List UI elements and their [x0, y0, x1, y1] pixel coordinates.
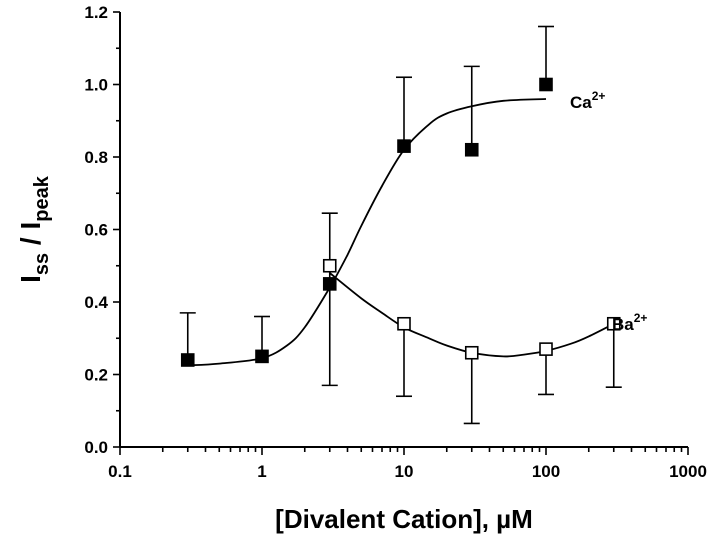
data-point-ca [397, 139, 411, 153]
data-points [180, 77, 621, 367]
data-point-ba [397, 316, 411, 331]
data-point-ba [606, 316, 621, 331]
error-bars [179, 25, 622, 425]
y-axis-title-sub2: peak [31, 175, 53, 221]
y-tick-label: 1.0 [84, 76, 108, 95]
series-label-ba: Ba2+ [612, 311, 647, 334]
y-axis-title-main1: I [15, 275, 46, 283]
data-point-ca [255, 349, 269, 364]
x-tick-label: 0.1 [108, 462, 132, 481]
fit-curve-ba [329, 272, 615, 358]
y-tick-label: 0.8 [84, 148, 108, 167]
data-point-ca [180, 353, 195, 367]
x-ticks: 0.1 1 10 100 1000 [108, 447, 707, 481]
y-tick-label: 1.2 [84, 3, 108, 22]
y-tick-label: 0.0 [84, 438, 108, 457]
data-point-ca [464, 142, 479, 157]
x-axis-title: [Divalent Cation], µM [275, 504, 533, 534]
series-label-ca: Ca2+ [570, 89, 605, 112]
data-point-ca [539, 77, 553, 92]
data-point-ba [464, 345, 479, 360]
y-tick-label: 0.6 [84, 221, 108, 240]
fit-curve-ca [187, 98, 547, 367]
x-tick-label: 1000 [669, 462, 707, 481]
y-axis-title-sub1: ss [31, 253, 53, 275]
y-axis-title-main2: I [15, 222, 46, 230]
y-axis-title-sep: / [15, 230, 46, 253]
y-ticks: 0.0 0.2 0.4 0.6 0.8 1.0 1.2 [84, 3, 120, 457]
x-tick-label: 100 [532, 462, 560, 481]
data-point-ba [322, 258, 337, 273]
x-tick-label: 1 [257, 462, 266, 481]
y-tick-label: 0.4 [84, 293, 108, 312]
data-point-ba [539, 342, 553, 356]
x-tick-label: 10 [395, 462, 414, 481]
series-labels: Ca2+ Ba2+ [570, 89, 647, 334]
y-axis-title: Iss / Ipeak [15, 175, 53, 283]
y-tick-label: 0.2 [84, 366, 108, 385]
data-point-ca [322, 277, 337, 291]
